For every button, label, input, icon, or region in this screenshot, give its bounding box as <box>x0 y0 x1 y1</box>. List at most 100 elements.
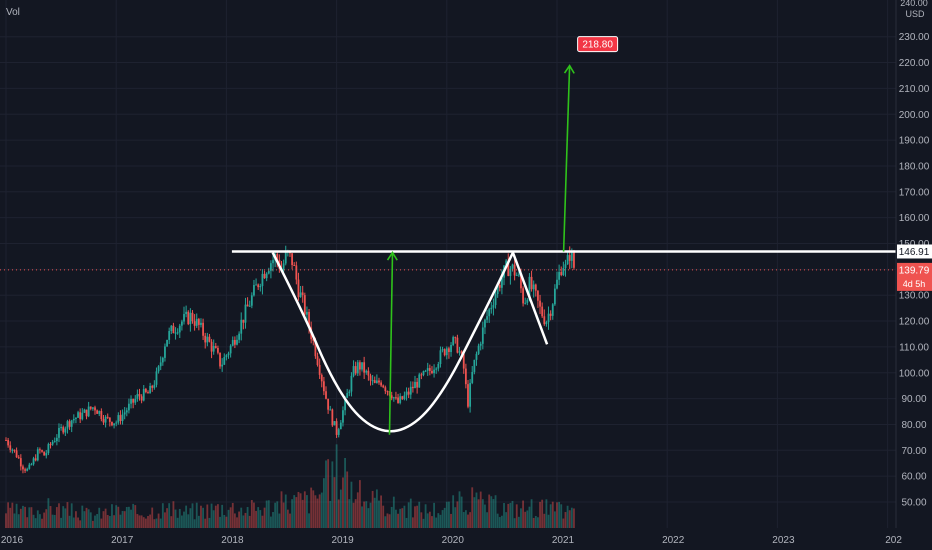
volume-bar <box>505 512 508 528</box>
candle-body <box>225 355 228 358</box>
time-tick-label: 2023 <box>772 535 795 546</box>
candle-body <box>397 397 399 403</box>
candle-body <box>342 410 344 423</box>
candle-body <box>149 385 152 394</box>
volume-bar <box>187 514 190 528</box>
candle-body <box>53 441 56 443</box>
candle-body <box>522 288 524 304</box>
volume-bar <box>106 515 109 528</box>
volume-bar <box>530 499 533 528</box>
volume-bar <box>477 499 480 528</box>
candle-body <box>475 353 478 360</box>
candle-body <box>242 319 245 323</box>
volume-bar <box>399 508 402 528</box>
volume-bar <box>564 512 567 528</box>
candle-body <box>460 351 463 354</box>
volume-bar <box>200 505 202 528</box>
volume-bar <box>47 498 50 528</box>
volume-bar <box>558 501 561 528</box>
price-axis[interactable]: 50.00 60.00 70.00 80.00 90.00 100.00 110.00 120… <box>899 32 930 508</box>
volume-bar <box>310 487 313 528</box>
volume-bar <box>49 506 52 528</box>
volume-bar <box>390 506 393 528</box>
volume-bar <box>72 517 75 528</box>
candle-body <box>562 268 565 275</box>
volume-bar <box>479 491 482 528</box>
candle-body <box>382 385 385 388</box>
candle-body <box>344 397 346 411</box>
volume-bar <box>238 511 241 528</box>
candle-body <box>570 252 573 261</box>
candle-body <box>333 421 336 426</box>
price-tick-label: 200.00 <box>899 110 930 121</box>
candle-body <box>346 393 349 398</box>
volume-bar <box>172 501 175 528</box>
candle-body <box>420 374 423 376</box>
resistance-price-tag: 146.91 <box>897 244 932 259</box>
candle-body <box>401 396 404 400</box>
volume-bar <box>411 517 414 528</box>
candle-body <box>282 263 285 271</box>
candle-body <box>267 270 270 274</box>
candle-body <box>428 368 431 371</box>
candle-body <box>231 340 234 346</box>
target-price-badge: 218.80 <box>577 36 619 53</box>
volume-bar <box>481 499 484 528</box>
volume-bar <box>64 508 67 528</box>
volume-bar <box>547 514 550 528</box>
volume-bar <box>454 507 457 528</box>
candle-body <box>115 422 118 424</box>
price-tick-label: 120.00 <box>899 317 930 328</box>
volume-bar <box>507 503 510 528</box>
volume-bar <box>276 501 279 528</box>
candle-body <box>13 449 16 451</box>
candle-body <box>166 339 168 347</box>
candle-body <box>375 380 378 383</box>
volume-bar <box>356 492 359 528</box>
candle-body <box>276 254 279 261</box>
time-tick-label: 2016 <box>1 535 24 546</box>
candle-body <box>172 325 175 334</box>
candle-body <box>89 406 92 409</box>
time-tick-label: 2019 <box>331 535 354 546</box>
volume-bar <box>174 509 177 528</box>
volume-bar <box>119 514 122 528</box>
candle-body <box>424 370 427 372</box>
volume-bar <box>183 511 185 528</box>
candle-body <box>161 357 164 363</box>
volume-bar <box>303 491 306 528</box>
volume-bar <box>467 514 469 528</box>
candle-body <box>448 348 450 353</box>
volume-bar <box>534 515 537 528</box>
volume-bar <box>573 508 575 528</box>
candle-body <box>426 368 429 371</box>
volume-bar <box>337 499 340 528</box>
time-axis[interactable]: 2016 2017 2018 2019 2020 2021 2022 2023 202 <box>1 535 903 546</box>
volume-bar <box>299 493 302 528</box>
candle-body <box>100 410 103 420</box>
volume-bar <box>60 517 62 528</box>
cup-depth-arrow-head <box>386 251 398 261</box>
candle-body <box>174 332 177 334</box>
candle-body <box>119 415 122 421</box>
price-tick-label: 180.00 <box>899 161 930 172</box>
volume-bar <box>469 512 472 528</box>
candle-body <box>270 263 272 271</box>
volume-bar <box>39 514 41 528</box>
volume-bar <box>397 513 399 528</box>
volume-bar <box>329 500 332 528</box>
volume-indicator-label[interactable]: Vol <box>6 7 20 18</box>
volume-bar <box>153 519 156 528</box>
candle-body <box>464 368 467 385</box>
candle-body <box>113 423 115 426</box>
volume-bar <box>130 509 132 528</box>
time-tick-label: 2017 <box>111 535 134 546</box>
volume-bar <box>433 502 435 528</box>
candle-body <box>329 409 332 411</box>
volume-bar <box>210 503 213 528</box>
volume-bar <box>263 507 266 528</box>
price-tick-label: 130.00 <box>899 291 930 302</box>
volume-bar <box>339 489 342 528</box>
